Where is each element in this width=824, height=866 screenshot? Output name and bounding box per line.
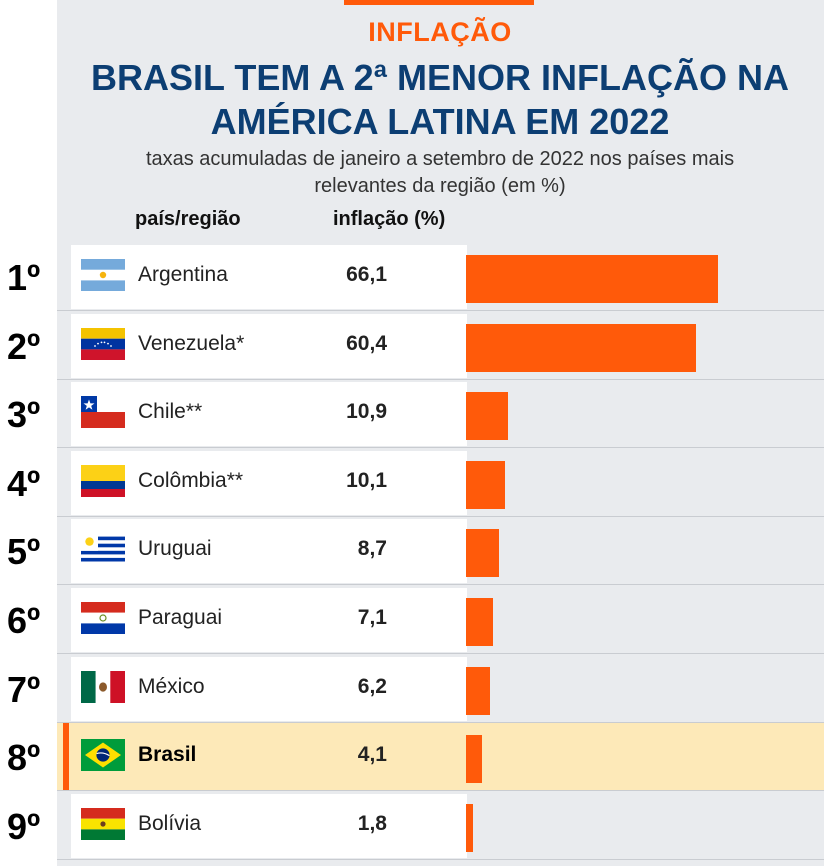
row-divider	[57, 584, 824, 586]
table-row: 7º México 6,2	[7, 655, 824, 723]
bar	[466, 803, 473, 852]
country-label: Venezuela*	[138, 331, 245, 355]
row-divider	[57, 858, 824, 860]
value-label: 4,1	[357, 743, 387, 767]
value-label: 1,8	[357, 811, 387, 835]
bar	[466, 735, 482, 784]
rank-label: 8º	[7, 737, 41, 779]
title-line-1: BRASIL TEM A 2ª MENOR INFLAÇÃO NA	[91, 57, 789, 98]
table-row: 1º Argentina 66,1	[7, 243, 824, 311]
subtitle-line-1: taxas acumuladas de janeiro a setembro d…	[145, 148, 735, 170]
brazil-flag-icon	[81, 739, 125, 772]
bar	[466, 323, 697, 372]
value-cell	[307, 793, 467, 858]
value-label: 60,4	[346, 331, 387, 355]
column-header-value: inflação (%)	[333, 208, 446, 230]
row-divider	[57, 721, 824, 723]
column-header-country: país/região	[135, 208, 241, 230]
table-row: 5º Uruguai 8,7	[7, 517, 824, 586]
table-row: 4º Colômbia** 10,1	[7, 449, 824, 517]
bolivia-flag-icon	[81, 807, 125, 840]
kicker: INFLAÇÃO	[368, 17, 512, 47]
country-label: Bolívia	[138, 811, 202, 835]
rank-label: 9º	[7, 805, 41, 847]
value-cell	[307, 382, 467, 447]
paraguay-flag-icon	[81, 602, 125, 634]
row-divider	[57, 310, 824, 311]
table-row: 9º Bolívia 1,8	[7, 792, 824, 860]
top-accent-rule	[344, 0, 534, 5]
country-label: Paraguai	[138, 606, 223, 629]
rank-label: 1º	[7, 257, 41, 298]
rank-label: 4º	[7, 462, 41, 504]
chart-subtitle: taxas acumuladas de janeiro a setembro d…	[0, 146, 824, 200]
row-divider	[57, 790, 824, 792]
row-divider	[57, 447, 824, 449]
rank-label: 5º	[7, 531, 41, 573]
value-label: 7,1	[357, 606, 387, 629]
argentina-flag-icon	[81, 259, 125, 291]
row-divider	[57, 378, 824, 380]
bar	[466, 598, 494, 646]
highlight-accent	[63, 723, 69, 792]
uruguay-flag-icon	[81, 533, 125, 566]
subtitle-line-2: relevantes da região (em %)	[314, 175, 566, 197]
value-cell	[307, 450, 467, 515]
value-cell	[307, 588, 467, 652]
country-label: Chile**	[138, 400, 203, 424]
country-label: Colômbia**	[138, 468, 244, 492]
bar	[466, 255, 718, 303]
rank-label: 7º	[7, 668, 41, 710]
rank-label: 6º	[7, 600, 41, 641]
value-label: 66,1	[346, 263, 387, 286]
value-cell	[307, 656, 467, 721]
country-label: México	[138, 674, 205, 698]
rank-label: 3º	[7, 394, 41, 436]
venezuela-flag-icon	[81, 327, 125, 360]
mexico-flag-icon	[81, 670, 125, 703]
table-row: 6º Paraguai 7,1	[7, 586, 824, 654]
table-row: 8º Brasil 4,1	[7, 723, 824, 792]
value-label: 8,7	[357, 537, 387, 561]
title-line-2: AMÉRICA LATINA EM 2022	[210, 101, 670, 142]
value-cell	[307, 245, 467, 309]
value-cell	[307, 313, 467, 378]
country-label: Argentina	[138, 263, 228, 286]
chile-flag-icon	[81, 396, 125, 429]
country-label: Brasil	[138, 743, 197, 767]
row-divider	[57, 653, 824, 654]
bar	[466, 529, 500, 578]
colombia-flag-icon	[81, 464, 125, 497]
row-divider	[57, 515, 824, 517]
bar	[466, 666, 490, 715]
value-label: 10,1	[346, 468, 387, 492]
country-label: Uruguai	[138, 537, 212, 561]
value-label: 6,2	[357, 674, 387, 698]
value-label: 10,9	[346, 400, 387, 424]
value-cell	[307, 519, 467, 584]
rank-label: 2º	[7, 325, 41, 367]
chart-title: BRASIL TEM A 2ª MENOR INFLAÇÃO NA AMÉRIC…	[0, 56, 824, 144]
bar	[466, 392, 508, 441]
bar	[466, 460, 505, 509]
table-row: 3º Chile** 10,9	[7, 380, 824, 449]
table-row: 2º Venezuela* 60,4	[7, 312, 824, 380]
